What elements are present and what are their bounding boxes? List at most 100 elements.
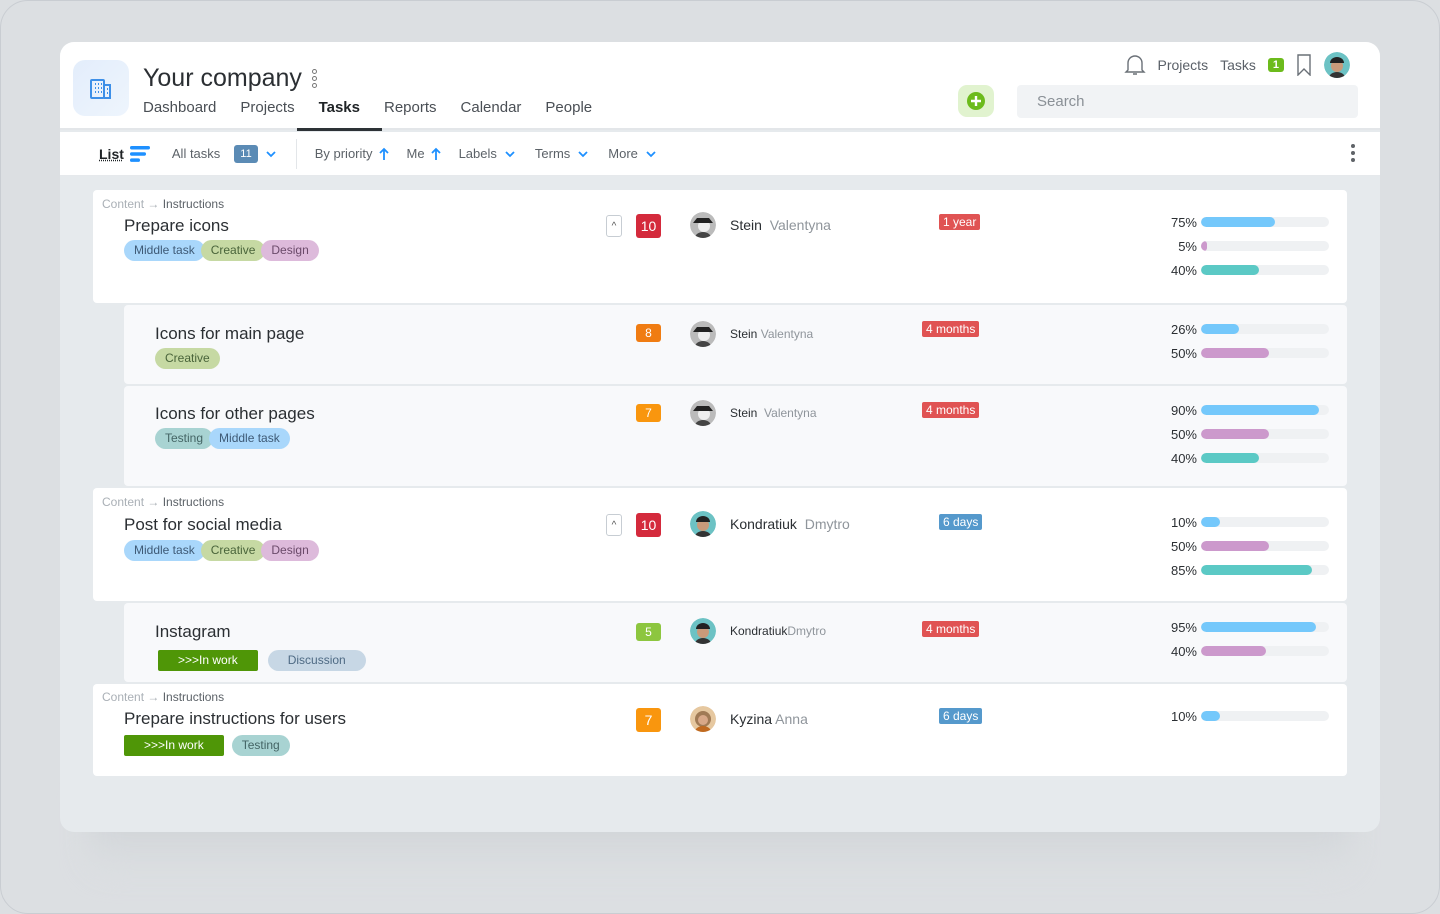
- assignee[interactable]: KondratiukDmytro: [690, 618, 826, 644]
- progress-bars: 75% 5% 40%: [1169, 214, 1329, 278]
- progress-bars: 90% 50% 40%: [1169, 402, 1329, 466]
- subtask-row[interactable]: Icons for main page Creative 8 Stein Val…: [124, 305, 1347, 384]
- link-tasks[interactable]: Tasks: [1220, 57, 1256, 73]
- progress-fill-teal: [1201, 565, 1313, 575]
- task-name[interactable]: Prepare instructions for users: [124, 709, 347, 728]
- crumb-project[interactable]: Content: [102, 197, 145, 211]
- label-design[interactable]: Design: [261, 240, 319, 261]
- assignee-first-name: Valentyna: [769, 217, 831, 233]
- progress-bars: 10% 50% 85%: [1169, 514, 1329, 578]
- company-logo[interactable]: [73, 60, 129, 116]
- crumb-list[interactable]: Instructions: [162, 690, 225, 704]
- tab-dashboard[interactable]: Dashboard: [143, 99, 217, 116]
- toolbar-menu-icon[interactable]: [1351, 144, 1355, 162]
- view-list-button[interactable]: List: [99, 145, 150, 163]
- label-middle-task[interactable]: Middle task: [124, 240, 205, 261]
- assignee[interactable]: Stein Valentyna: [690, 400, 817, 426]
- label-middle-task[interactable]: Middle task: [124, 540, 205, 561]
- crumb-list[interactable]: Instructions: [162, 197, 225, 211]
- labels-dropdown[interactable]: Labels: [459, 146, 517, 161]
- priority-badge: 8: [636, 324, 661, 342]
- arrow-up-icon: [378, 147, 389, 160]
- search-input[interactable]: [1017, 85, 1358, 118]
- label-middle-task[interactable]: Middle task: [209, 428, 290, 449]
- crumb-project[interactable]: Content: [102, 690, 145, 704]
- terms-dropdown[interactable]: Terms: [535, 146, 590, 161]
- tab-calendar[interactable]: Calendar: [460, 99, 522, 116]
- bookmark-icon[interactable]: [1296, 54, 1312, 76]
- progress-fill-blue: [1201, 217, 1276, 227]
- assignee-last-name: Stein: [730, 217, 762, 233]
- toolbar: List All tasks 11 By priority Me Labels …: [60, 132, 1380, 176]
- status-in-work[interactable]: >>>In work: [158, 650, 258, 671]
- subtask-row[interactable]: Icons for other pages Testing Middle tas…: [124, 386, 1347, 486]
- more-dropdown[interactable]: More: [608, 146, 658, 161]
- task-row[interactable]: Content → Instructions Prepare icons Mid…: [93, 190, 1347, 303]
- term-badge: 6 days: [939, 514, 983, 530]
- assignee-avatar: [690, 321, 716, 347]
- crumb-list[interactable]: Instructions: [162, 495, 225, 509]
- task-name[interactable]: Instagram: [155, 622, 231, 641]
- crumb-project[interactable]: Content: [102, 495, 145, 509]
- assignee-first-name: Valentyna: [760, 327, 814, 341]
- progress-pct: 95%: [1170, 619, 1197, 635]
- tab-reports[interactable]: Reports: [384, 99, 437, 116]
- tab-tasks[interactable]: Tasks: [296, 99, 383, 131]
- collapse-subtasks-button[interactable]: ^: [606, 514, 622, 536]
- task-name[interactable]: Prepare icons: [124, 216, 229, 235]
- task-name[interactable]: Icons for main page: [155, 324, 305, 343]
- tasks-count-badge: 1: [1267, 58, 1284, 72]
- progress-row: 50%: [1169, 426, 1329, 442]
- tab-people[interactable]: People: [545, 99, 593, 116]
- collapse-subtasks-button[interactable]: ^: [606, 215, 622, 237]
- sort-label: By priority: [314, 146, 373, 161]
- bell-icon[interactable]: [1123, 53, 1146, 77]
- label-discussion[interactable]: Discussion: [267, 650, 366, 671]
- label-creative[interactable]: Creative: [155, 348, 220, 369]
- assignee[interactable]: Stein Valentyna: [690, 212, 831, 238]
- filter-all-tasks[interactable]: All tasks 11: [172, 144, 278, 163]
- priority-badge: 10: [636, 513, 661, 537]
- progress-fill-blue: [1201, 711, 1221, 721]
- assignee-avatar: [690, 511, 716, 537]
- assignee[interactable]: Stein Valentyna: [690, 321, 813, 347]
- progress-pct: 90%: [1170, 402, 1197, 418]
- label-design[interactable]: Design: [261, 540, 319, 561]
- task-row[interactable]: Content → Instructions Post for social m…: [93, 488, 1347, 601]
- assignee-last-name: Stein: [730, 327, 758, 341]
- more-vertical-icon[interactable]: [311, 69, 317, 88]
- link-projects[interactable]: Projects: [1157, 57, 1209, 73]
- user-avatar[interactable]: [1324, 52, 1350, 78]
- progress-row: 90%: [1169, 402, 1329, 418]
- task-name[interactable]: Post for social media: [124, 515, 282, 534]
- task-labels: Creative: [155, 348, 220, 369]
- app-window: Your company Dashboard Projects Tasks Re…: [60, 42, 1380, 832]
- label-creative[interactable]: Creative: [200, 540, 266, 561]
- task-name[interactable]: Icons for other pages: [155, 404, 315, 423]
- label-testing[interactable]: Testing: [231, 735, 290, 756]
- label-testing[interactable]: Testing: [155, 428, 214, 449]
- progress-pct: 50%: [1170, 345, 1197, 361]
- assignee[interactable]: Kondratiuk Dmytro: [690, 511, 850, 537]
- chevron-down-icon: [646, 150, 656, 157]
- status-in-work[interactable]: >>>In work: [124, 735, 224, 756]
- task-row[interactable]: Content → Instructions Prepare instructi…: [93, 684, 1347, 776]
- breadcrumb: Content → Instructions: [102, 495, 224, 509]
- tab-projects[interactable]: Projects: [240, 99, 295, 116]
- progress-pct: 75%: [1170, 214, 1197, 230]
- assignee[interactable]: Kyzina Anna: [690, 706, 808, 732]
- progress-pct: 26%: [1170, 321, 1197, 337]
- add-button[interactable]: [958, 85, 994, 117]
- sort-by-assignee[interactable]: Me: [407, 146, 441, 161]
- progress-pct: 40%: [1170, 450, 1197, 466]
- assignee-avatar: [690, 618, 716, 644]
- assignee-avatar: [690, 212, 716, 238]
- label-creative[interactable]: Creative: [200, 240, 266, 261]
- priority-badge: 5: [636, 623, 661, 641]
- subtask-row[interactable]: Instagram >>>In work Discussion 5 Kondra…: [124, 603, 1347, 682]
- arrow-right-icon: →: [147, 495, 160, 509]
- company-name: Your company: [143, 64, 302, 92]
- sort-by-priority[interactable]: By priority: [315, 146, 389, 161]
- breadcrumb: Content → Instructions: [102, 197, 224, 211]
- progress-fill-blue: [1201, 622, 1317, 632]
